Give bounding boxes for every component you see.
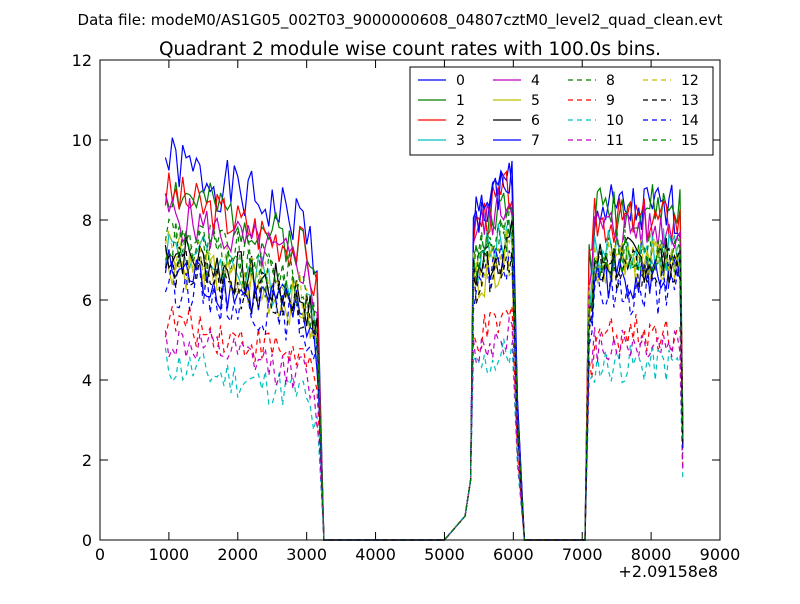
series-layer [164, 137, 684, 541]
x-offset-label: +2.09158e8 [618, 562, 718, 581]
series-line-2 [164, 170, 684, 541]
chart-title: Quadrant 2 module wise count rates with … [159, 39, 661, 60]
series-line-0 [164, 137, 684, 541]
legend-label-13: 13 [681, 93, 699, 109]
x-tick-label: 0 [95, 545, 105, 564]
legend-label-12: 12 [681, 73, 699, 89]
series-line-13 [164, 245, 684, 541]
x-tick-label: 8000 [631, 545, 672, 564]
series-line-15 [164, 214, 684, 541]
legend-label-14: 14 [681, 113, 699, 129]
series-line-10 [164, 338, 684, 541]
y-tick-label: 4 [82, 371, 92, 390]
x-tick-label: 7000 [562, 545, 603, 564]
legend-label-11: 11 [606, 133, 624, 149]
legend-label-8: 8 [606, 73, 615, 89]
x-tick-label: 1000 [149, 545, 190, 564]
axes-layer: 0 1000 2000 3000 4000 5000 6000 7000 8000 9000 0 2 4… [72, 51, 741, 564]
x-tick-label: 2000 [217, 545, 258, 564]
series-line-14 [164, 244, 684, 541]
legend-label-2: 2 [456, 113, 465, 129]
x-tick-label: 5000 [424, 545, 465, 564]
legend-label-3: 3 [456, 133, 465, 149]
legend-label-15: 15 [681, 133, 699, 149]
series-line-8 [164, 206, 684, 541]
x-tick-label: 9000 [700, 545, 741, 564]
legend-label-10: 10 [606, 113, 624, 129]
y-tick-label: 6 [82, 291, 92, 310]
legend-label-4: 4 [531, 73, 540, 89]
x-tick-label: 3000 [286, 545, 327, 564]
series-line-6 [164, 219, 684, 541]
y-tick-label: 2 [82, 451, 92, 470]
y-tick-label: 0 [82, 531, 92, 550]
x-tick-label: 6000 [493, 545, 534, 564]
legend-label-1: 1 [456, 93, 465, 109]
legend-label-7: 7 [531, 133, 540, 149]
legend-label-0: 0 [456, 73, 465, 89]
suptitle: Data file: modeM0/AS1G05_002T03_90000006… [78, 11, 723, 30]
x-tick-label: 4000 [355, 545, 396, 564]
legend-label-9: 9 [606, 93, 615, 109]
y-tick-label: 12 [72, 51, 92, 70]
series-line-4 [164, 188, 684, 541]
y-tick-label: 10 [72, 131, 92, 150]
legend-label-5: 5 [531, 93, 540, 109]
legend-label-6: 6 [531, 113, 540, 129]
series-line-12 [164, 229, 684, 541]
series-line-11 [164, 315, 684, 541]
y-tick-label: 8 [82, 211, 92, 230]
